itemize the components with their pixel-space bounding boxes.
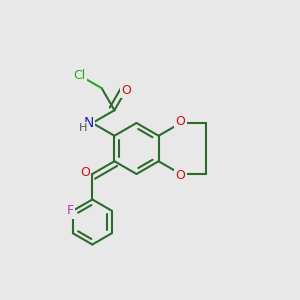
Text: H: H <box>79 123 87 134</box>
Text: O: O <box>121 84 131 97</box>
Text: O: O <box>176 169 186 182</box>
Text: O: O <box>80 166 90 179</box>
Text: F: F <box>66 204 74 217</box>
Text: O: O <box>176 115 186 128</box>
Text: Cl: Cl <box>74 69 86 82</box>
Text: N: N <box>83 116 94 130</box>
